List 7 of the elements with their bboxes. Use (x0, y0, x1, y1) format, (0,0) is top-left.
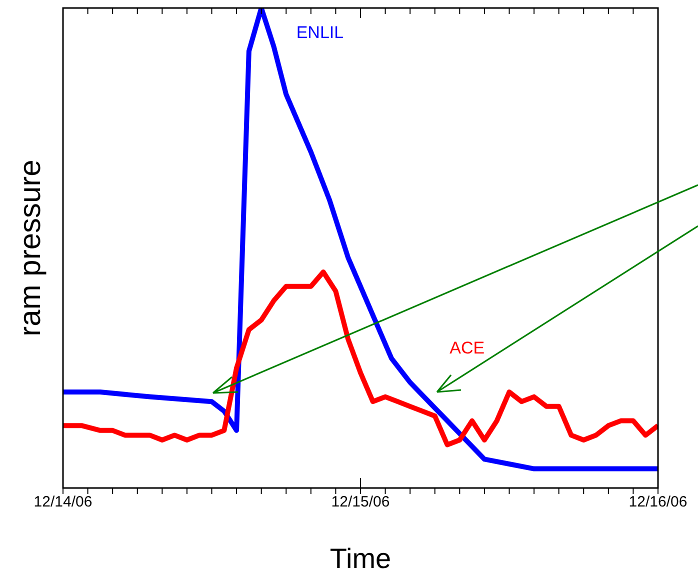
x-tick-label: 12/15/06 (331, 494, 390, 511)
series-label: ENLIL (296, 23, 344, 42)
x-tick-label: 12/14/06 (34, 494, 92, 511)
x-tick-label: 12/16/06 (628, 494, 688, 511)
x-axis-title: Time (330, 543, 392, 574)
text: ACE (450, 338, 485, 358)
y-axis-title: ram pressure (14, 160, 47, 336)
